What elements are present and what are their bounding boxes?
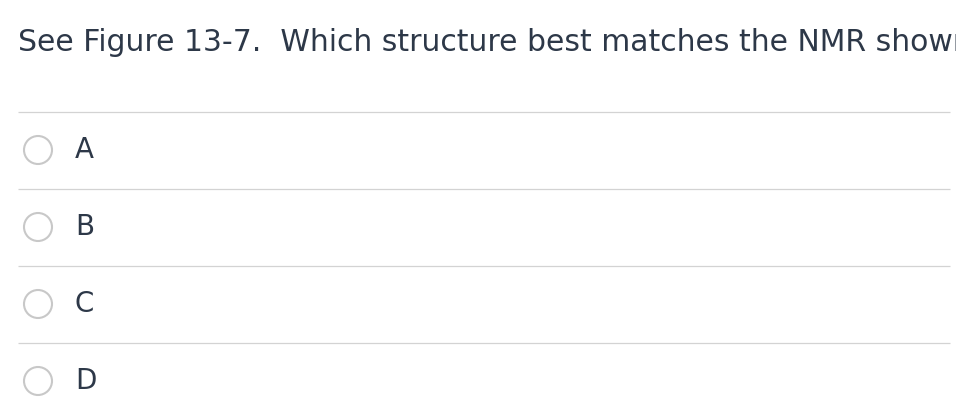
Ellipse shape bbox=[24, 136, 52, 164]
Text: See Figure 13-7.  Which structure best matches the NMR shown?: See Figure 13-7. Which structure best ma… bbox=[18, 28, 956, 57]
Ellipse shape bbox=[24, 213, 52, 241]
Ellipse shape bbox=[24, 290, 52, 318]
Text: C: C bbox=[75, 290, 95, 318]
Ellipse shape bbox=[24, 367, 52, 395]
Text: D: D bbox=[75, 367, 97, 395]
Text: A: A bbox=[75, 136, 94, 164]
Text: B: B bbox=[75, 213, 94, 241]
